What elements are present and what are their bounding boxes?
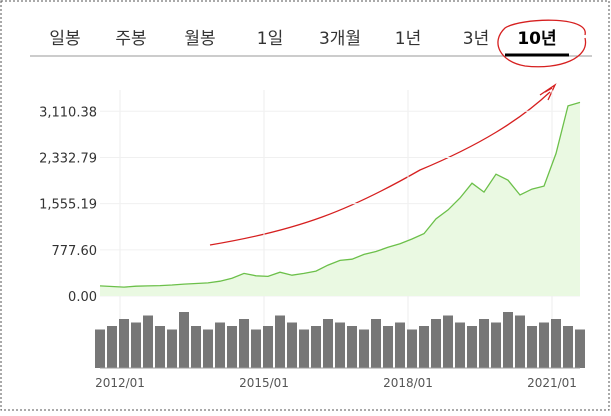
- x-tick-label: 2021/01: [527, 376, 577, 390]
- volume-bar: [467, 326, 477, 368]
- volume-bar: [227, 326, 237, 368]
- volume-bar: [203, 329, 213, 368]
- volume-bar: [311, 326, 321, 368]
- y-tick-label: 3,110.38: [39, 105, 97, 120]
- volume-bar: [323, 319, 333, 368]
- tab[interactable]: 일봉: [49, 29, 80, 49]
- volume-bar: [131, 322, 141, 368]
- volume-bar: [455, 322, 465, 368]
- price-area: [100, 102, 580, 297]
- volume-bar: [299, 329, 309, 368]
- y-tick-label: 1,555.19: [39, 198, 97, 213]
- volume-bar: [551, 319, 561, 368]
- y-tick-label: 0.00: [68, 290, 97, 305]
- annotation-arrow: [539, 83, 557, 101]
- volume-bar: [275, 315, 285, 368]
- price-line: [99, 101, 581, 288]
- volume-bar: [251, 329, 261, 368]
- volume-bar: [575, 329, 585, 368]
- volume-bar: [191, 326, 201, 368]
- x-tick-label: 2012/01: [95, 376, 145, 390]
- tab[interactable]: 3개월: [319, 29, 361, 49]
- volume-bar: [107, 326, 117, 368]
- annotation-circle: [497, 19, 587, 68]
- volume-bar: [263, 326, 273, 368]
- tab[interactable]: 3년: [463, 29, 489, 49]
- volume-bar: [287, 322, 297, 368]
- volume-bar: [215, 322, 225, 368]
- volume-bar: [95, 329, 105, 368]
- volume-bar: [371, 319, 381, 368]
- volume-bar: [443, 315, 453, 368]
- volume-bar: [431, 319, 441, 368]
- volume-bar: [407, 329, 417, 368]
- volume-bar: [479, 319, 489, 368]
- volume-bar: [539, 322, 549, 368]
- volume-bar: [155, 326, 165, 368]
- volume-bar: [419, 326, 429, 368]
- volume-bar: [503, 312, 513, 368]
- volume-bar: [119, 319, 129, 368]
- tab[interactable]: 월봉: [184, 29, 215, 49]
- volume-bar: [347, 326, 357, 368]
- x-tick-label: 2018/01: [383, 376, 433, 390]
- tab[interactable]: 1년: [395, 29, 421, 49]
- volume-bar: [239, 319, 249, 368]
- x-tick-label: 2015/01: [239, 376, 289, 390]
- volume-bar: [167, 329, 177, 368]
- volume-bar: [563, 326, 573, 368]
- tab[interactable]: 주봉: [115, 29, 146, 49]
- volume-bar: [179, 312, 189, 368]
- volume-bar: [527, 326, 537, 368]
- annotation-line: [209, 91, 551, 246]
- volume-bar: [395, 322, 405, 368]
- volume-bar: [143, 315, 153, 368]
- y-tick-label: 2,332.79: [39, 151, 97, 166]
- volume-bar: [515, 315, 525, 368]
- volume-bar: [491, 322, 501, 368]
- y-tick-label: 777.60: [52, 244, 98, 259]
- volume-bar: [335, 322, 345, 368]
- volume-bar: [359, 329, 369, 368]
- tab[interactable]: 10년: [517, 29, 556, 49]
- volume-bar: [383, 326, 393, 368]
- tab[interactable]: 1일: [257, 29, 283, 49]
